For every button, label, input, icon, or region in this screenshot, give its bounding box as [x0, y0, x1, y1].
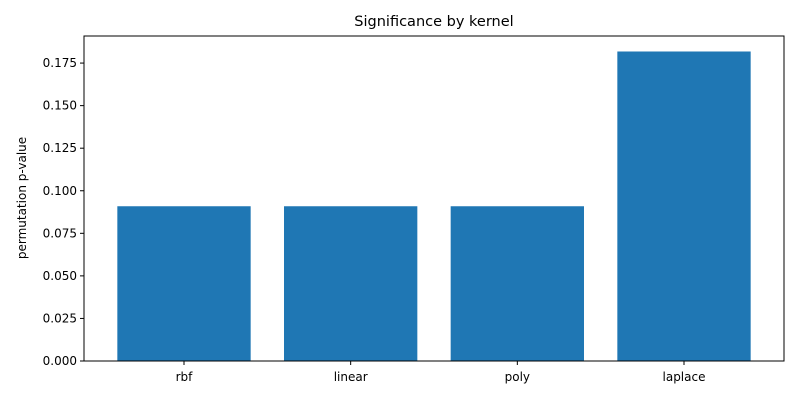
y-tick-label: 0.125: [43, 141, 77, 155]
x-tick-label: poly: [505, 370, 530, 384]
x-tick-label: laplace: [663, 370, 706, 384]
bars-group: [117, 51, 751, 362]
bar-laplace: [617, 51, 751, 362]
x-tick-label: rbf: [176, 370, 194, 384]
y-axis-ticks: 0.000 0.025 0.050 0.075 0.100 0.125 0.150 0.175: [43, 56, 84, 368]
bar-rbf: [117, 206, 251, 361]
bar-poly: [450, 206, 584, 361]
y-tick-label: 0.175: [43, 56, 77, 70]
x-tick-label: linear: [334, 370, 368, 384]
y-tick-label: 0.050: [43, 269, 77, 283]
y-tick-label: 0.075: [43, 226, 77, 240]
y-tick-label: 0.100: [43, 184, 77, 198]
y-tick-label: 0.150: [43, 99, 77, 113]
y-axis-title: permutation p-value: [15, 137, 29, 259]
plot-frame: [83, 35, 785, 362]
y-tick-label: 0.000: [43, 354, 77, 368]
bar-linear: [284, 206, 418, 361]
chart-title: Significance by kernel: [354, 14, 513, 30]
y-tick-label: 0.025: [43, 311, 77, 325]
x-axis-ticks: rbf linear poly laplace: [176, 361, 706, 384]
